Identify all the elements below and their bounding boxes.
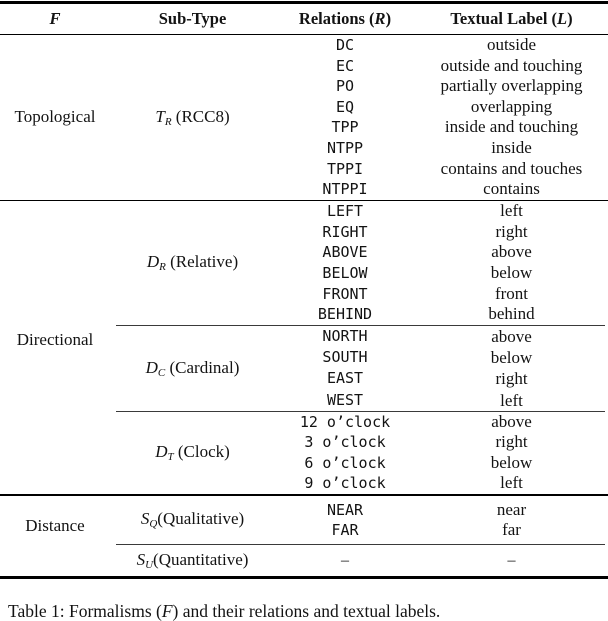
- subsection-separator-rule: [116, 324, 605, 326]
- labels-column: above below right left: [415, 326, 608, 411]
- caption-formalism-symbol: F: [161, 600, 173, 621]
- subsection-relative: DR (Relative) LEFT RIGHT ABOVE BELOW FRO…: [110, 201, 608, 325]
- relation-cell: NTPP: [326, 138, 364, 157]
- section-topological: Topological TR (RCC8) DC EC PO EQ TPP NT…: [0, 35, 608, 200]
- relation-cell: BEHIND: [317, 305, 373, 324]
- label-cell: partially overlapping: [440, 76, 583, 96]
- relations-column: NORTH SOUTH EAST WEST: [275, 326, 415, 411]
- subsection-clock: DT (Clock) 12 o’clock 3 o’clock 6 o’cloc…: [110, 412, 608, 494]
- label-cell: left: [500, 390, 523, 410]
- relation-cell: EAST: [326, 369, 364, 388]
- relation-cell: BELOW: [322, 263, 368, 282]
- family-label: Topological: [14, 107, 96, 127]
- labels-column: near far: [415, 500, 608, 540]
- label-cell: below: [490, 348, 533, 368]
- family-label: Directional: [16, 329, 94, 349]
- relation-cell: EQ: [335, 97, 355, 116]
- column-header-subtype: Sub-Type: [158, 8, 227, 28]
- relation-cell: 12 o’clock: [299, 412, 391, 431]
- label-cell: left: [500, 473, 523, 493]
- labels-column: above right below left: [415, 412, 608, 494]
- table-caption: Table 1: Formalisms (F) and their relati…: [8, 600, 441, 621]
- label-cell: left: [500, 201, 523, 221]
- subtype-label-clock: DT (Clock): [155, 442, 230, 464]
- relations-column: DC EC PO EQ TPP NTPP TPPI NTPPI: [275, 35, 415, 200]
- family-label: Distance: [25, 515, 85, 535]
- relations-column: 12 o’clock 3 o’clock 6 o’clock 9 o’clock: [275, 412, 415, 494]
- relation-cell: NORTH: [322, 326, 368, 345]
- labels-column: left right above below front behind: [415, 201, 608, 325]
- subtype-label-relative: DR (Relative): [146, 252, 239, 274]
- header-separator-rule: [0, 33, 608, 35]
- relation-cell: EC: [335, 56, 355, 75]
- subsection-cardinal: DC (Cardinal) NORTH SOUTH EAST WEST abov…: [110, 326, 608, 411]
- relation-cell: PO: [335, 77, 355, 96]
- relations-column: NEAR FAR: [275, 500, 415, 540]
- relation-cell: WEST: [326, 390, 364, 409]
- relation-cell: RIGHT: [322, 222, 368, 241]
- label-cell: above: [491, 411, 532, 431]
- label-cell: –: [507, 551, 516, 569]
- relation-cell: 9 o’clock: [304, 474, 386, 493]
- subsection-separator-rule: [116, 410, 605, 412]
- relations-column: LEFT RIGHT ABOVE BELOW FRONT BEHIND: [275, 201, 415, 325]
- label-cell: above: [491, 242, 532, 262]
- section-directional: Directional DR (Relative) LEFT RIGHT ABO…: [0, 201, 608, 494]
- section-distance: Distance SQ(Qualitative) NEAR FAR near f…: [0, 496, 608, 576]
- subtype-label-quantitative: SU(Quantitative): [136, 549, 249, 571]
- subtype-label-qualitative: SQ(Qualitative): [140, 509, 245, 531]
- label-cell: inside and touching: [444, 117, 579, 137]
- subsection-qualitative: SQ(Qualitative) NEAR FAR near far: [110, 496, 608, 544]
- labels-column: –: [415, 545, 608, 576]
- relations-column: –: [275, 545, 415, 576]
- section-separator-rule: [0, 493, 608, 496]
- label-cell: outside and touching: [440, 55, 583, 75]
- label-cell: right: [495, 369, 528, 389]
- label-cell: contains: [483, 179, 540, 199]
- label-cell: right: [495, 221, 528, 241]
- relation-cell: 6 o’clock: [304, 453, 386, 472]
- column-header-formalism: F: [0, 4, 110, 34]
- relation-cell: ABOVE: [322, 243, 368, 262]
- relation-cell: –: [341, 551, 349, 569]
- label-cell: outside: [486, 34, 537, 54]
- column-header-relations: Relations (R): [298, 8, 392, 28]
- relation-cell: DC: [335, 35, 355, 54]
- label-cell: contains and touches: [440, 158, 583, 178]
- label-cell: far: [502, 519, 521, 539]
- relation-cell: TPPI: [326, 159, 364, 178]
- label-cell: behind: [488, 304, 535, 324]
- label-cell: below: [490, 452, 533, 472]
- label-cell: right: [495, 432, 528, 452]
- subtype-label-rcc8: TR (RCC8): [155, 106, 230, 128]
- relation-cell: FAR: [331, 520, 359, 539]
- label-cell: overlapping: [470, 96, 553, 116]
- table-top-rule: [0, 1, 608, 4]
- subsection-separator-rule: [116, 543, 605, 545]
- relation-cell: TPP: [331, 118, 359, 137]
- relation-cell: NTPPI: [322, 180, 368, 199]
- subsection-quantitative: SU(Quantitative) – –: [110, 545, 608, 576]
- relation-cell: SOUTH: [322, 348, 368, 367]
- table-bottom-rule: [0, 575, 608, 579]
- table-header-row: F Sub-Type Relations (R) Textual Label (…: [0, 4, 608, 34]
- relation-cell: FRONT: [322, 284, 368, 303]
- label-cell: inside: [491, 137, 532, 157]
- relation-cell: NEAR: [326, 500, 364, 519]
- label-cell: above: [491, 326, 532, 346]
- label-cell: front: [494, 283, 529, 303]
- column-header-textual-label: Textual Label (L): [450, 8, 573, 28]
- relation-cell: LEFT: [326, 202, 364, 221]
- relation-cell: 3 o’clock: [304, 433, 386, 452]
- section-separator-rule: [0, 199, 608, 202]
- label-symbol: L: [557, 8, 568, 28]
- labels-column: outside outside and touching partially o…: [415, 35, 608, 200]
- label-cell: near: [496, 499, 527, 519]
- label-cell: below: [490, 262, 533, 282]
- subtype-label-cardinal: DC (Cardinal): [145, 357, 240, 379]
- formalism-symbol: F: [49, 8, 61, 28]
- relations-symbol: R: [374, 8, 386, 28]
